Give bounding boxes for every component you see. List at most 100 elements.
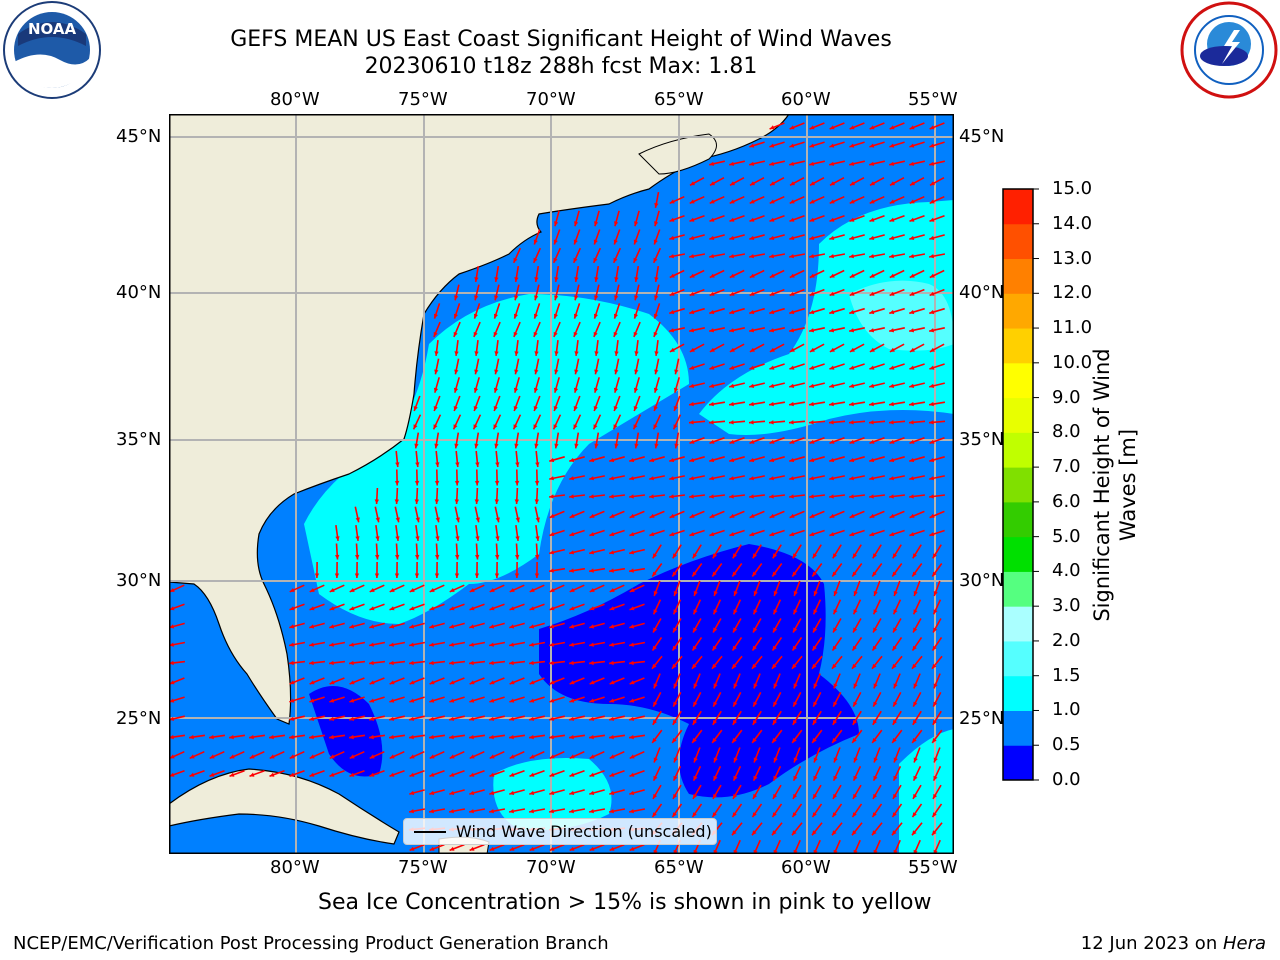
colorbar-swatch bbox=[1003, 432, 1033, 468]
wind-wave-arrowhead bbox=[829, 273, 835, 278]
lon-label-top-65w: 65°W bbox=[654, 89, 704, 110]
wind-wave-arrowhead bbox=[613, 424, 618, 430]
wind-wave-arrowhead bbox=[609, 476, 614, 481]
wind-wave-arrowhead bbox=[609, 660, 614, 666]
wind-wave-arrowhead bbox=[853, 701, 858, 707]
wind-wave-arrowhead bbox=[515, 517, 520, 523]
wind-wave-arrowhead bbox=[713, 775, 718, 781]
wind-wave-arrowhead bbox=[414, 443, 419, 449]
wind-wave-arrowhead bbox=[409, 790, 415, 795]
colorbar-swatch bbox=[1003, 571, 1033, 607]
wind-wave-arrowhead bbox=[609, 846, 615, 851]
wind-wave-arrowhead bbox=[853, 683, 858, 689]
wind-wave-arrowhead bbox=[289, 734, 294, 740]
wind-wave-arrowhead bbox=[749, 494, 754, 499]
wind-wave-arrowhead bbox=[573, 313, 578, 319]
wind-wave-arrowhead bbox=[474, 295, 479, 301]
wind-wave-arrowhead bbox=[929, 401, 934, 407]
wind-wave-arrowhead bbox=[872, 812, 877, 818]
wind-wave-arrowhead bbox=[730, 181, 735, 186]
wind-wave-arrowhead bbox=[629, 642, 634, 647]
wind-wave-arrowhead bbox=[454, 351, 459, 356]
wind-wave-arrowhead bbox=[810, 181, 815, 186]
wind-wave-arrowhead bbox=[833, 701, 838, 707]
wind-wave-arrowhead bbox=[653, 627, 658, 633]
wind-wave-arrowhead bbox=[789, 125, 795, 130]
wind-wave-arrowhead bbox=[693, 627, 698, 633]
wind-wave-arrowhead bbox=[589, 809, 594, 814]
wind-wave-arrowhead bbox=[889, 439, 895, 444]
wind-wave-arrowhead bbox=[369, 642, 374, 647]
wind-wave-arrowhead bbox=[933, 701, 938, 707]
wind-wave-arrowhead bbox=[169, 754, 175, 759]
wind-wave-arrowhead bbox=[769, 420, 774, 425]
wind-wave-arrowhead bbox=[629, 809, 634, 814]
wind-wave-arrowhead bbox=[889, 457, 895, 463]
wind-wave-arrowhead bbox=[413, 406, 418, 411]
wind-wave-arrowhead bbox=[589, 772, 595, 777]
wind-wave-arrowhead bbox=[893, 609, 898, 615]
wind-wave-arrowhead bbox=[653, 701, 658, 707]
wind-wave-arrowhead bbox=[789, 365, 795, 370]
wind-wave-arrowhead bbox=[829, 420, 834, 425]
noaa-logo: NOAA bbox=[3, 1, 101, 99]
wind-wave-arrowhead bbox=[849, 235, 855, 240]
wind-wave-arrowhead bbox=[489, 734, 494, 740]
wind-wave-arrowhead bbox=[593, 313, 598, 319]
wind-wave-arrowhead bbox=[689, 217, 695, 222]
wind-wave-arrowhead bbox=[733, 775, 738, 781]
wind-wave-arrowhead bbox=[793, 757, 798, 763]
wind-wave-arrowhead bbox=[349, 624, 355, 629]
wind-wave-arrowhead bbox=[889, 401, 894, 407]
wind-wave-arrowhead bbox=[569, 772, 575, 777]
lat-label-right-40n: 40°N bbox=[959, 282, 1005, 303]
wind-wave-arrowhead bbox=[829, 365, 835, 370]
wind-wave-arrowhead bbox=[729, 217, 735, 222]
wind-wave-arrowhead bbox=[369, 772, 375, 777]
wind-wave-arrowhead bbox=[614, 295, 619, 301]
wind-wave-arrowhead bbox=[813, 701, 818, 707]
wind-wave-arrowhead bbox=[533, 331, 538, 337]
wind-wave-arrowhead bbox=[609, 532, 615, 537]
wind-wave-arrowhead bbox=[929, 457, 935, 463]
wind-wave-arrowhead bbox=[792, 663, 797, 669]
wind-wave-arrowhead bbox=[729, 476, 734, 481]
wind-wave-arrowhead bbox=[913, 775, 918, 781]
wind-wave-arrowhead bbox=[753, 757, 758, 763]
wind-wave-arrowhead bbox=[469, 790, 475, 795]
wind-wave-arrowhead bbox=[534, 277, 539, 282]
wind-wave-arrowhead bbox=[469, 642, 474, 647]
wind-wave-arrowhead bbox=[529, 716, 535, 721]
wind-wave-arrowhead bbox=[889, 347, 895, 352]
wind-wave-arrowhead bbox=[329, 606, 335, 611]
wind-wave-arrowhead bbox=[429, 809, 434, 814]
map-panel bbox=[169, 114, 954, 854]
wind-wave-arrowhead bbox=[573, 331, 578, 337]
colorbar-swatch bbox=[1003, 362, 1033, 399]
wind-wave-arrowhead bbox=[414, 573, 420, 578]
wind-wave-arrowhead bbox=[849, 401, 854, 407]
wind-wave-arrowhead bbox=[793, 793, 798, 799]
wind-wave-arrowhead bbox=[773, 683, 778, 689]
wind-wave-arrowhead bbox=[549, 624, 555, 629]
wind-wave-arrowhead bbox=[515, 462, 520, 467]
nws-logo bbox=[1180, 1, 1278, 99]
wind-wave-arrowhead bbox=[709, 291, 715, 296]
wind-wave-arrowhead bbox=[633, 331, 638, 337]
wind-wave-arrowhead bbox=[649, 494, 654, 499]
wind-wave-arrowhead bbox=[892, 719, 897, 725]
wind-wave-arrowhead bbox=[513, 313, 518, 319]
wind-wave-arrowhead bbox=[449, 680, 455, 685]
wind-wave-arrowhead bbox=[909, 235, 915, 240]
wind-wave-arrowhead bbox=[514, 573, 520, 578]
wind-wave-arrowhead bbox=[573, 424, 578, 430]
colorbar-tick-label: 15.0 bbox=[1052, 178, 1093, 199]
wind-wave-arrowhead bbox=[474, 443, 479, 449]
colorbar-swatch bbox=[1003, 397, 1033, 433]
wind-wave-arrowhead bbox=[813, 591, 818, 596]
wind-wave-arrowhead bbox=[529, 698, 535, 703]
wind-wave-arrowhead bbox=[489, 680, 495, 685]
wind-wave-arrowhead bbox=[495, 462, 500, 467]
wind-wave-arrowhead bbox=[533, 387, 539, 393]
wind-wave-arrowhead bbox=[689, 532, 695, 537]
